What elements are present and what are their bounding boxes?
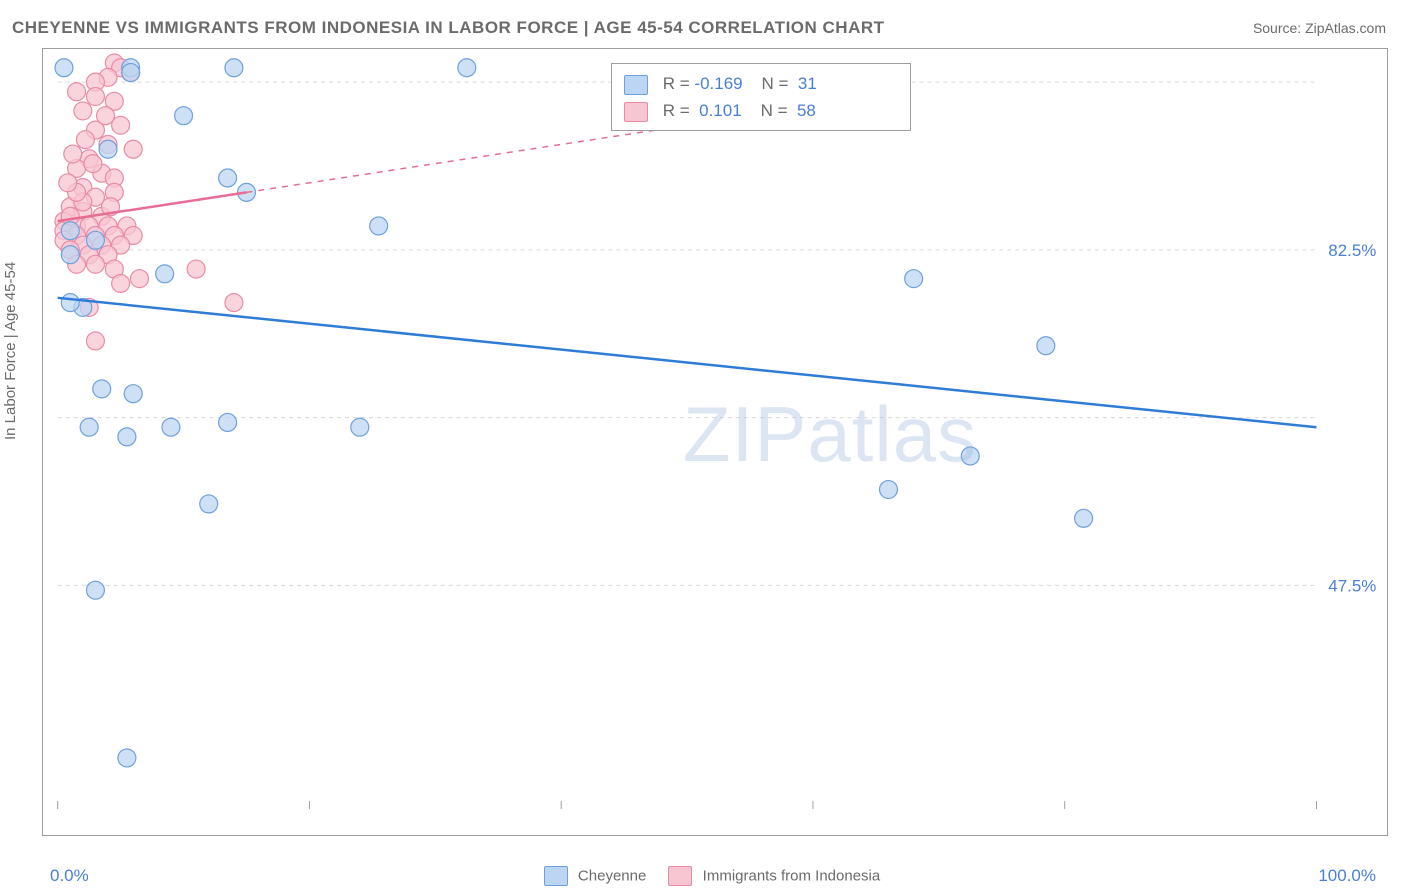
r-value-cheyenne: -0.169 (694, 74, 742, 93)
swatch-indonesia (624, 102, 648, 122)
legend-label-indonesia: Immigrants from Indonesia (703, 868, 881, 885)
stats-row-cheyenne: R = -0.169 N = 31 (624, 70, 898, 97)
legend-label-cheyenne: Cheyenne (578, 868, 646, 885)
svg-text:82.5%: 82.5% (1328, 241, 1376, 260)
swatch-cheyenne (624, 75, 648, 95)
r-label: R = (663, 101, 690, 120)
chart-title: CHEYENNE VS IMMIGRANTS FROM INDONESIA IN… (12, 18, 885, 38)
n-value-cheyenne: 31 (798, 74, 817, 93)
y-axis-label: In Labor Force | Age 45-54 (2, 262, 19, 440)
n-label: N = (761, 101, 788, 120)
source-label: Source: ZipAtlas.com (1253, 20, 1386, 36)
stats-row-indonesia: R = 0.101 N = 58 (624, 97, 898, 124)
r-value-indonesia: 0.101 (699, 101, 742, 120)
bottom-legend: Cheyenne Immigrants from Indonesia (0, 866, 1406, 886)
n-label: N = (762, 74, 789, 93)
legend-swatch-indonesia (668, 866, 692, 886)
plot-area: 47.5% 82.5% R = -0.169 N = 31 R = 0.101 N… (42, 48, 1388, 836)
n-value-indonesia: 58 (797, 101, 816, 120)
svg-text:47.5%: 47.5% (1328, 576, 1376, 595)
x-tick-0: 0.0% (50, 866, 89, 886)
scatter-chart: 47.5% 82.5% (43, 49, 1387, 835)
x-tick-100: 100.0% (1318, 866, 1376, 886)
r-label: R = (663, 74, 690, 93)
correlation-stats-box: R = -0.169 N = 31 R = 0.101 N = 58 (611, 63, 911, 131)
legend-swatch-cheyenne (544, 866, 568, 886)
